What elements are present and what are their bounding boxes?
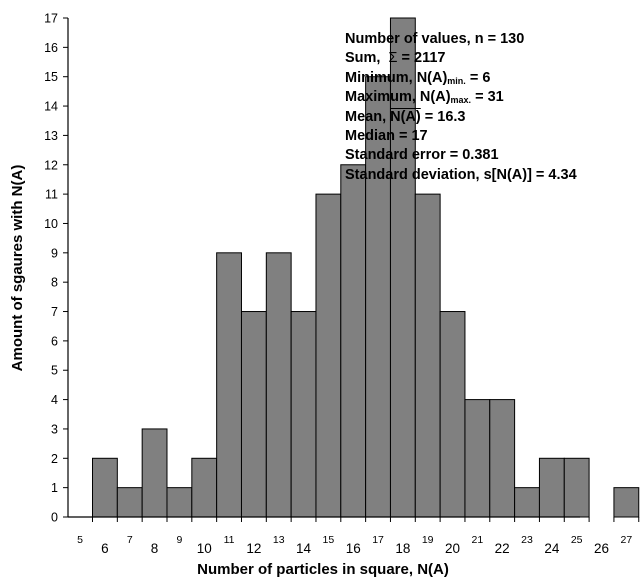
x-tick-label: 6: [101, 541, 109, 556]
stat-standard-error: Standard error = 0.381: [345, 146, 640, 165]
stat-median: Median = 17: [345, 127, 640, 146]
stat-max-label: Maximum, N(A): [345, 89, 451, 106]
stat-mean-value: = 16.3: [420, 108, 466, 125]
x-tick-label: 18: [395, 541, 410, 556]
y-tick-label: 8: [51, 276, 58, 290]
x-tick-label: 27: [620, 534, 632, 546]
bar-bin-10: [191, 457, 218, 518]
stat-max-value: = 31: [471, 89, 504, 106]
x-tick-label: 20: [445, 541, 460, 556]
axes-group: [67, 18, 580, 518]
x-tick-label: 15: [323, 534, 335, 546]
y-tick-label: 14: [44, 100, 58, 114]
x-tick-label: 22: [495, 541, 510, 556]
stat-se-text: Standard error = 0.381: [345, 147, 499, 164]
x-tick-label: 19: [422, 534, 434, 546]
y-tick-label: 10: [44, 217, 58, 231]
bar-bin-14: [290, 311, 317, 518]
x-tick-label: 25: [571, 534, 583, 546]
bar-bin-8: [141, 428, 168, 518]
x-tick-label: 21: [472, 534, 484, 546]
y-tick-label: 17: [44, 12, 58, 26]
y-tick-label: 12: [44, 158, 58, 172]
stat-minimum: Minimum, N(A)min. = 6: [345, 69, 640, 88]
y-tick-label: 11: [45, 188, 58, 202]
stat-standard-deviation: Standard deviation, s[N(A)] = 4.34: [345, 166, 640, 185]
bars-group: [92, 17, 640, 518]
stat-min-label: Minimum, N(A): [345, 69, 448, 86]
bar-bin-15: [315, 193, 342, 518]
stat-count-text: Number of values, n = 130: [345, 31, 525, 47]
bar-bin-17: [365, 76, 391, 518]
sigma-symbol: Σ: [388, 50, 398, 67]
y-tick-label: 9: [51, 246, 58, 260]
x-tick-label: 11: [224, 534, 235, 546]
y-tick-label: 7: [51, 305, 58, 319]
x-tick-label: 8: [151, 541, 159, 556]
stat-count: Number of values, n = 130: [345, 30, 640, 49]
bar-bin-21: [464, 399, 491, 518]
x-tick-label: 23: [521, 534, 533, 546]
y-tick-label: 2: [51, 452, 58, 466]
x-tick-label: 7: [127, 534, 133, 546]
bar-bin-12: [240, 311, 267, 518]
stat-mean-label: Mean,: [345, 108, 391, 125]
x-tick-label: 26: [594, 541, 609, 556]
stat-maximum: Maximum, N(A)max. = 31: [345, 88, 640, 107]
y-tick-label: 16: [44, 41, 58, 55]
x-tick-label: 16: [346, 541, 361, 556]
bar-bin-16: [340, 164, 367, 518]
x-tick-label: 17: [372, 534, 384, 546]
bar-bin-7: [116, 487, 143, 518]
bar-bin-22: [489, 399, 516, 518]
x-tick-label: 13: [273, 534, 285, 546]
x-ticks-group: 5 6 7 8 9 10 11 12 13 14 15 16 17 18 19 20 21 22 23 24 25 26 2…: [77, 517, 640, 556]
bar-bin-20: [439, 311, 466, 518]
x-tick-label: 12: [246, 541, 261, 556]
x-tick-label: 5: [77, 534, 83, 546]
x-tick-label: 9: [176, 534, 182, 546]
y-tick-label: 1: [51, 481, 58, 495]
y-tick-label: 3: [51, 422, 58, 436]
bar-bin-9: [166, 487, 193, 518]
bar-bin-27: [613, 487, 640, 518]
x-tick-label: 24: [544, 541, 560, 556]
bar-bin-6: [92, 457, 118, 518]
y-tick-label: 6: [51, 334, 58, 348]
x-tick-label: 10: [197, 541, 212, 556]
bar-bin-11: [216, 252, 242, 518]
bar-bin-13: [265, 252, 292, 518]
x-tick-label: 14: [296, 541, 312, 556]
stat-sd-text: Standard deviation, s[N(A)] = 4.34: [345, 166, 577, 183]
stat-sum: Sum, Σ = 2117: [345, 49, 640, 68]
stat-max-subscript: max.: [450, 95, 472, 106]
x-axis-title: Number of particles in square, N(A): [197, 561, 449, 578]
y-tick-label: 13: [44, 129, 58, 143]
stat-median-text: Median = 17: [345, 128, 428, 145]
y-axis-title: Amount of sgaures with N(A): [9, 165, 26, 372]
bar-bin-19: [414, 193, 441, 518]
stat-min-subscript: min.: [447, 75, 466, 86]
statistics-panel: Number of values, n = 130 Sum, Σ = 2117 …: [345, 30, 640, 185]
bar-bin-25: [563, 457, 590, 518]
stat-sum-value: = 2117: [397, 50, 446, 67]
y-tick-label: 5: [51, 364, 58, 378]
stat-min-value: = 6: [465, 69, 491, 86]
y-tick-label: 0: [51, 511, 58, 525]
bar-bin-24: [538, 457, 565, 518]
stat-mean: Mean, N(A) = 16.3: [345, 108, 640, 127]
bar-bin-23: [514, 487, 540, 518]
stat-mean-symbol: N(A): [390, 108, 421, 125]
stat-sum-label: Sum,: [345, 50, 381, 67]
y-tick-label: 15: [44, 70, 58, 84]
y-tick-label: 4: [51, 393, 58, 407]
